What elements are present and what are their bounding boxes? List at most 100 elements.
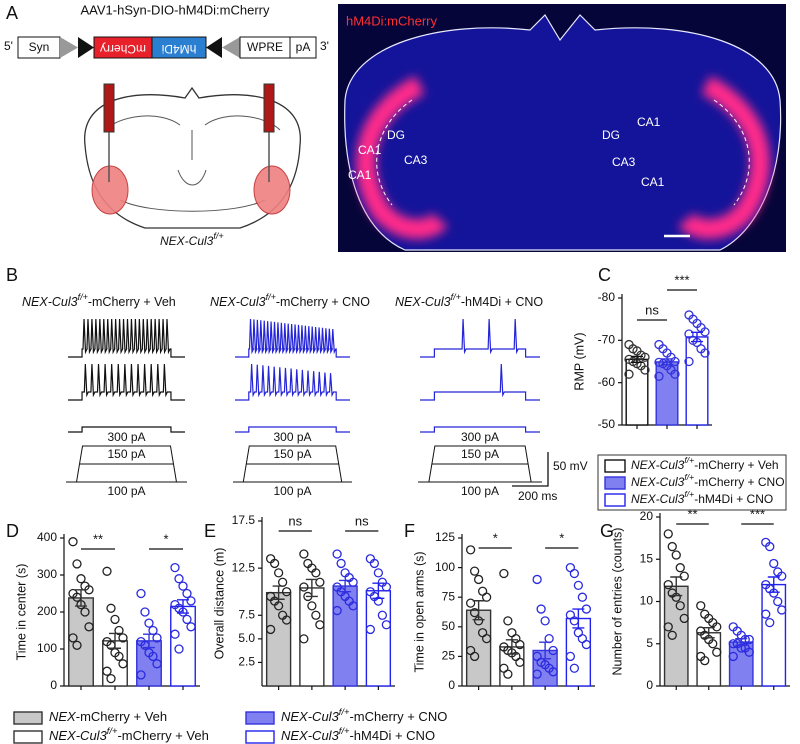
pa-box <box>289 36 317 59</box>
y-axis-label: Number of entries (counts) <box>610 528 624 676</box>
step-label: 150 pA <box>461 447 499 461</box>
data-point <box>773 596 783 607</box>
error-bar <box>339 579 352 593</box>
data-point <box>299 582 309 592</box>
label-sup: f/+ <box>684 472 694 482</box>
error-bar <box>670 576 683 597</box>
step-label: 300 pA <box>107 430 145 444</box>
lox-site <box>206 37 222 58</box>
legend-frame <box>597 454 787 511</box>
data-point <box>465 545 476 555</box>
data-point <box>68 633 78 643</box>
data-point <box>565 651 576 662</box>
hippocampus-right <box>678 76 771 239</box>
region-label: CA1 <box>348 168 372 182</box>
legend-swatch <box>604 493 626 507</box>
y-tick-label: 0 <box>448 678 455 692</box>
y-tick-label: 300 <box>37 567 57 581</box>
panel-label: F <box>404 521 415 541</box>
region-label: CA1 <box>641 175 665 189</box>
data-point <box>548 645 558 656</box>
construct: AAV1-hSyn-DIO-hM4Di:mCherry 5' Syn mCher… <box>4 2 329 59</box>
y-tick-label: 5.0 <box>238 631 255 645</box>
data-point <box>136 670 146 680</box>
rich-label: NEX-Cul3f/+-mCherry + CNO <box>281 707 447 724</box>
data-point <box>273 568 284 578</box>
data-point <box>80 607 90 617</box>
data-point <box>540 616 550 626</box>
scale-label: 200 ms <box>518 489 557 503</box>
label-rest: -mCherry + Veh <box>76 709 167 724</box>
ephys-traces: 300 pA 150 pA 100 pA 300 pA 150 pA 100 pA 300 … <box>66 318 588 503</box>
region-label: CA3 <box>404 153 428 167</box>
y-tick-label: 400 <box>37 530 57 544</box>
bar <box>299 587 325 687</box>
data-point <box>708 639 718 649</box>
data-point <box>281 587 292 597</box>
lox-site <box>60 37 78 58</box>
genotype-label: NEX-Cul3f/+ <box>160 231 224 248</box>
bar <box>465 609 492 687</box>
data-point <box>700 656 710 666</box>
data-point <box>654 357 664 367</box>
image-title: hM4Di:mCherry <box>346 13 438 28</box>
label-rest: -mCherry + Veh <box>88 295 176 309</box>
data-point <box>106 673 116 684</box>
label-rest: -mCherry + Veh <box>694 458 778 472</box>
y-tick-label: 5 <box>646 636 653 650</box>
label-italic: NEX-Cul3 <box>631 492 685 506</box>
expression <box>355 76 448 239</box>
current-step <box>418 445 542 483</box>
data-point <box>679 613 689 624</box>
data-point <box>696 601 706 611</box>
data-point <box>84 622 94 632</box>
label-sup: f/+ <box>107 726 118 736</box>
rich-label: NEX-Cul3f/+-hM4Di + CNO <box>281 726 435 743</box>
data-point <box>76 574 86 584</box>
syringe <box>263 83 275 133</box>
data-point <box>114 651 124 662</box>
data-point <box>144 618 154 628</box>
y-tick-label: 17.5 <box>232 513 256 527</box>
data-point <box>269 558 280 569</box>
label-italic: NEX-Cul3 <box>631 475 685 489</box>
label-rest: -mCherry + CNO <box>349 709 447 724</box>
error-bar <box>631 355 643 364</box>
data-point <box>624 369 634 379</box>
error-bar <box>109 632 121 649</box>
rich-label: NEX-Cul3f/+-mCherry + CNO <box>631 472 785 489</box>
label-sup: f/+ <box>339 726 350 736</box>
label-rest: -mCherry + CNO <box>694 475 784 489</box>
data-point <box>670 356 680 367</box>
data-point <box>477 586 488 596</box>
wpre: WPRE <box>247 40 283 54</box>
data-point <box>365 624 376 635</box>
legend-swatch <box>604 459 626 473</box>
label-sup: f/+ <box>339 707 350 717</box>
data-point <box>744 634 754 645</box>
data-point <box>481 592 492 602</box>
data-point <box>700 348 710 358</box>
error-bar <box>472 600 485 621</box>
data-point <box>640 352 650 362</box>
bar <box>265 591 292 687</box>
y-tick-label: 2.5 <box>238 655 255 669</box>
y-tick-label: 75 <box>442 589 456 603</box>
data-point <box>315 620 325 630</box>
region-label: CA1 <box>637 115 661 129</box>
panel-label: E <box>204 521 216 541</box>
rich-label: NEX-Cul3f/+-hM4Di + CNO <box>631 489 773 506</box>
y-axis-label: Time in open arms (s) <box>412 551 426 672</box>
data-point <box>373 568 384 578</box>
y-tick-label: 25 <box>442 649 456 663</box>
data-point <box>569 568 580 579</box>
data-point <box>499 568 509 579</box>
label-sup: f/+ <box>78 292 88 302</box>
syringe <box>103 83 115 133</box>
genotype: NEX-Cul3 <box>160 234 214 248</box>
data-point <box>536 604 546 614</box>
label-italic: NEX <box>49 709 77 724</box>
error-bar <box>305 578 318 598</box>
data-point <box>381 582 392 592</box>
data-point <box>332 605 342 616</box>
